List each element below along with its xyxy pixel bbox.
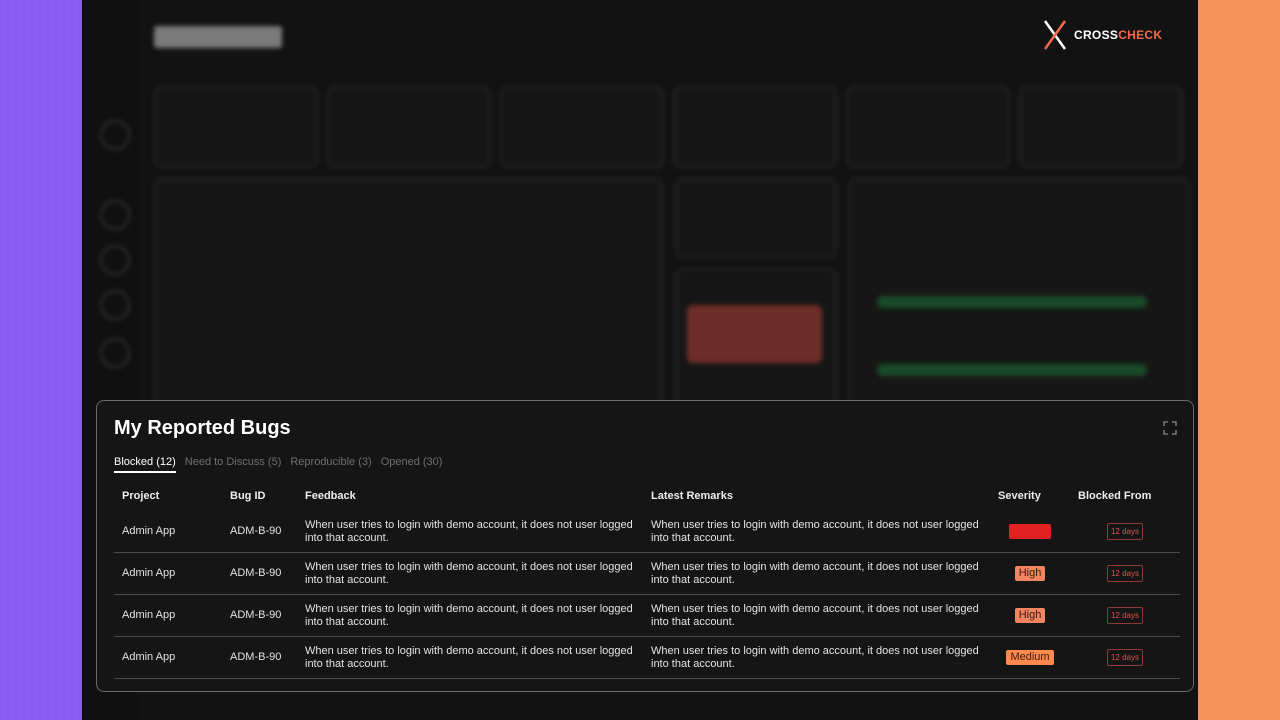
days-badge: 12 days	[1106, 649, 1144, 666]
blocked-from-cell: 12 days	[1070, 552, 1180, 595]
column-header-blocked-from: Blocked From	[1078, 490, 1152, 502]
report-card	[154, 178, 663, 422]
rail-icon	[100, 120, 130, 150]
progress-bar	[877, 296, 1147, 308]
severity-cell: High	[990, 594, 1070, 637]
status-tabs: Blocked (12) Need to Discuss (5) Reprodu…	[114, 456, 442, 473]
days-badge: 12 days	[1106, 565, 1144, 582]
project-cell: Admin App	[114, 511, 222, 553]
severity-badge: Critical	[1009, 524, 1051, 539]
rail-icon	[100, 200, 130, 230]
rate-card	[675, 178, 837, 258]
project-cell: Admin App	[114, 552, 222, 595]
table-header-row: Project Bug ID Feedback Latest Remarks S…	[114, 481, 1180, 511]
bug-id-cell: ADM-B-90	[222, 552, 297, 595]
expand-icon[interactable]	[1163, 421, 1177, 435]
bugs-table: Project Bug ID Feedback Latest Remarks S…	[114, 481, 1180, 679]
days-badge: 12 days	[1106, 523, 1144, 540]
feedback-cell: When user tries to login with demo accou…	[297, 511, 643, 553]
blurred-chart-block	[687, 305, 822, 363]
logo-text: CROSSCHECK	[1074, 28, 1162, 42]
blocked-from-cell: 12 days	[1070, 594, 1180, 637]
feedback-cell: When user tries to login with demo accou…	[297, 636, 643, 679]
remarks-cell: When user tries to login with demo accou…	[643, 636, 990, 679]
project-cell: Admin App	[114, 636, 222, 679]
stat-card	[500, 86, 664, 168]
table-row[interactable]: Admin App ADM-B-90 When user tries to lo…	[114, 552, 1180, 595]
column-header-bug-id: Bug ID	[230, 490, 266, 502]
column-header-latest-remarks: Latest Remarks	[651, 490, 733, 502]
logo-text-check: CHECK	[1118, 28, 1163, 42]
crosscheck-logo-icon	[1043, 20, 1067, 50]
days-badge: 12 days	[1106, 607, 1144, 624]
severity-cell: Medium	[990, 636, 1070, 679]
column-header-feedback: Feedback	[305, 490, 356, 502]
remarks-cell: When user tries to login with demo accou…	[643, 511, 990, 553]
table-row[interactable]: Admin App ADM-B-90 When user tries to lo…	[114, 636, 1180, 679]
reported-bugs-modal: My Reported Bugs Blocked (12) Need to Di…	[96, 400, 1194, 692]
stat-card	[154, 86, 318, 168]
tab-opened[interactable]: Opened (30)	[380, 456, 443, 468]
stat-card	[673, 86, 837, 168]
blocked-from-cell: 12 days	[1070, 511, 1180, 553]
bug-id-cell: ADM-B-90	[222, 511, 297, 553]
progress-bar	[877, 364, 1147, 376]
stat-card	[1019, 86, 1183, 168]
crosscheck-logo: CROSSCHECK	[1042, 18, 1162, 52]
blurred-dashboard	[82, 0, 1198, 720]
bug-id-cell: ADM-B-90	[222, 594, 297, 637]
background-left	[0, 0, 82, 720]
background-right	[1198, 0, 1280, 720]
logo-text-cross: CROSS	[1074, 28, 1119, 42]
severity-badge: Medium	[1006, 650, 1054, 665]
stat-card	[327, 86, 491, 168]
column-header-severity: Severity	[998, 490, 1041, 502]
tab-blocked[interactable]: Blocked (12)	[114, 456, 176, 473]
tab-need-to-discuss[interactable]: Need to Discuss (5)	[184, 456, 282, 468]
rail-icon	[100, 245, 130, 275]
severity-cell: High	[990, 552, 1070, 595]
column-header-project: Project	[122, 490, 160, 502]
project-cell: Admin App	[114, 594, 222, 637]
rail-icon	[100, 338, 130, 368]
remarks-cell: When user tries to login with demo accou…	[643, 552, 990, 595]
stat-card	[846, 86, 1010, 168]
table-row[interactable]: Admin App ADM-B-90 When user tries to lo…	[114, 594, 1180, 637]
table-row[interactable]: Admin App ADM-B-90 When user tries to lo…	[114, 511, 1180, 553]
rail-icon	[100, 290, 130, 320]
modal-title: My Reported Bugs	[114, 417, 291, 439]
remarks-cell: When user tries to login with demo accou…	[643, 594, 990, 637]
bug-id-cell: ADM-B-90	[222, 636, 297, 679]
dashboard-title-placeholder	[154, 26, 282, 48]
severity-cell: Critical	[990, 511, 1070, 553]
tab-reproducible[interactable]: Reproducible (3)	[290, 456, 372, 468]
blocked-from-cell: 12 days	[1070, 636, 1180, 679]
feedback-cell: When user tries to login with demo accou…	[297, 594, 643, 637]
severity-badge: High	[1014, 608, 1046, 623]
feedback-cell: When user tries to login with demo accou…	[297, 552, 643, 595]
severity-badge: High	[1014, 566, 1046, 581]
